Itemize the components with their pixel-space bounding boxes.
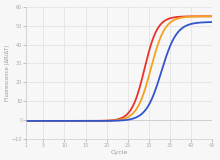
Y-axis label: Fluorescence (ΔR/ΔT): Fluorescence (ΔR/ΔT) — [5, 45, 10, 101]
X-axis label: Cycle: Cycle — [111, 150, 128, 155]
